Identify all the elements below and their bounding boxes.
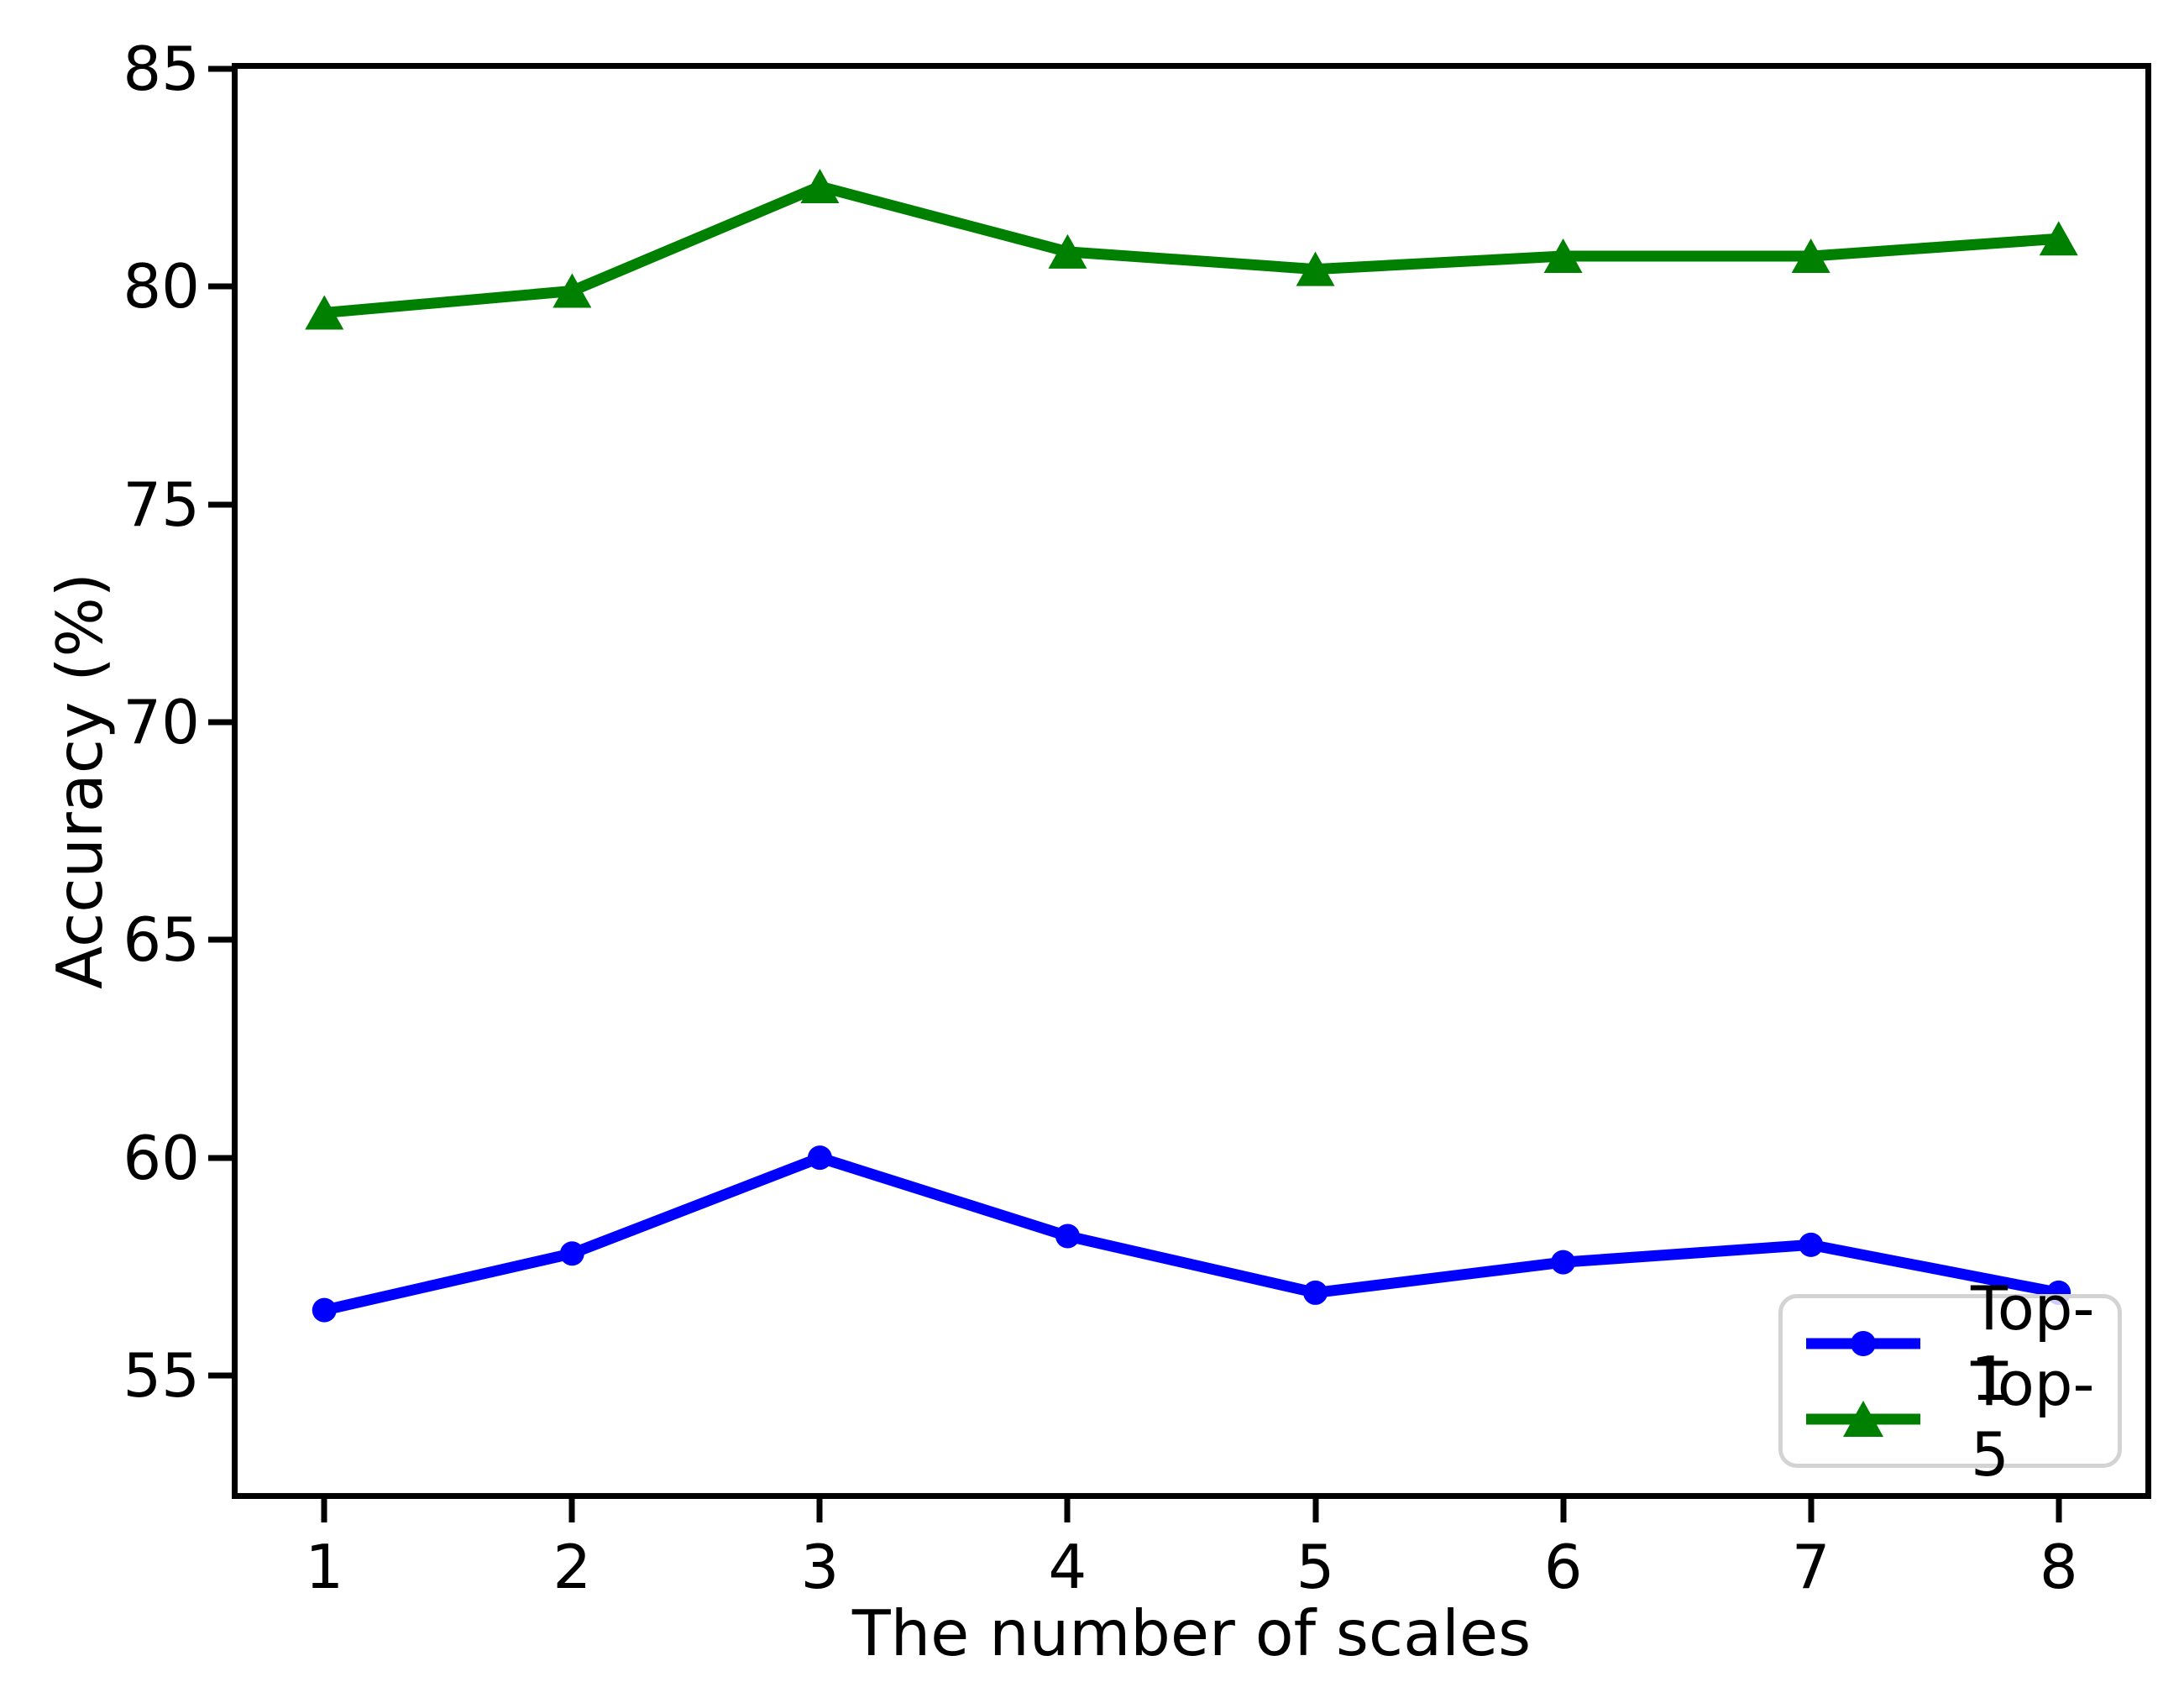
legend-label-top5: Top-5: [1971, 1348, 2095, 1490]
x-tick-label-1: 1: [305, 1532, 344, 1602]
circle-marker-top-1: [559, 1241, 584, 1266]
y-tick-label-70: 70: [123, 686, 200, 757]
legend-sample-top5: [1806, 1400, 1920, 1437]
x-axis-title: The number of scales: [851, 1596, 1532, 1670]
y-tick-label-60: 60: [123, 1122, 200, 1193]
x-tick-mark-6: [1560, 1499, 1567, 1522]
y-tick-mark-65: [208, 936, 232, 943]
triangle-marker-top-5: [2039, 221, 2078, 256]
x-tick-mark-4: [1064, 1499, 1071, 1522]
y-axis-title: Accuracy (%): [43, 572, 117, 990]
triangle-marker-top-5: [1048, 233, 1087, 269]
triangle-marker-top-5: [305, 295, 344, 330]
x-tick-label-5: 5: [1296, 1532, 1335, 1602]
legend-label-top1: Top-1: [1971, 1272, 2095, 1414]
circle-marker-top-1: [1303, 1280, 1328, 1305]
circle-marker-top-1: [1799, 1232, 1824, 1257]
y-tick-label-85: 85: [123, 34, 200, 104]
circle-marker-icon: [1851, 1330, 1876, 1356]
y-tick-label-65: 65: [123, 904, 200, 976]
triangle-marker-top-5: [1296, 251, 1335, 286]
legend: Top-1 Top-5: [1778, 1273, 2122, 1490]
y-tick-mark-70: [208, 719, 232, 726]
circle-marker-top-1: [1551, 1250, 1576, 1275]
series-line-top-5: [318, 181, 2065, 318]
x-tick-label-3: 3: [800, 1532, 840, 1602]
x-tick-mark-1: [321, 1499, 327, 1522]
x-tick-mark-2: [568, 1499, 575, 1522]
x-tick-mark-5: [1312, 1499, 1319, 1522]
triangle-marker-top-5: [1791, 238, 1830, 274]
triangle-marker-top-5: [553, 273, 592, 308]
triangle-marker-top-5: [1543, 238, 1583, 274]
x-tick-mark-7: [1808, 1499, 1815, 1522]
legend-item-top1: Top-1: [1801, 1273, 2099, 1414]
triangle-marker-icon: [1843, 1400, 1883, 1437]
x-tick-mark-3: [816, 1499, 823, 1522]
circle-marker-top-1: [807, 1145, 832, 1171]
x-tick-label-8: 8: [2039, 1532, 2078, 1602]
x-tick-mark-8: [2056, 1499, 2062, 1522]
x-tick-label-7: 7: [1791, 1532, 1830, 1602]
chart-canvas: [305, 169, 2078, 1323]
y-tick-mark-55: [208, 1372, 232, 1379]
y-tick-mark-75: [208, 501, 232, 508]
circle-marker-top-1: [1055, 1224, 1080, 1249]
plot-area: [232, 63, 2151, 1499]
x-tick-label-6: 6: [1543, 1532, 1583, 1602]
x-tick-label-2: 2: [553, 1532, 592, 1602]
y-tick-mark-85: [208, 65, 232, 72]
y-tick-mark-60: [208, 1155, 232, 1161]
legend-item-top5: Top-5: [1801, 1349, 2099, 1490]
x-tick-label-4: 4: [1048, 1532, 1087, 1602]
triangle-marker-top-5: [800, 169, 840, 204]
circle-marker-top-1: [312, 1297, 337, 1323]
y-tick-mark-80: [208, 283, 232, 290]
legend-sample-top1: [1806, 1330, 1920, 1356]
y-tick-label-55: 55: [123, 1339, 200, 1411]
y-tick-label-75: 75: [123, 469, 200, 540]
series-line-top-1: [318, 1152, 2065, 1316]
y-tick-label-80: 80: [123, 251, 200, 322]
